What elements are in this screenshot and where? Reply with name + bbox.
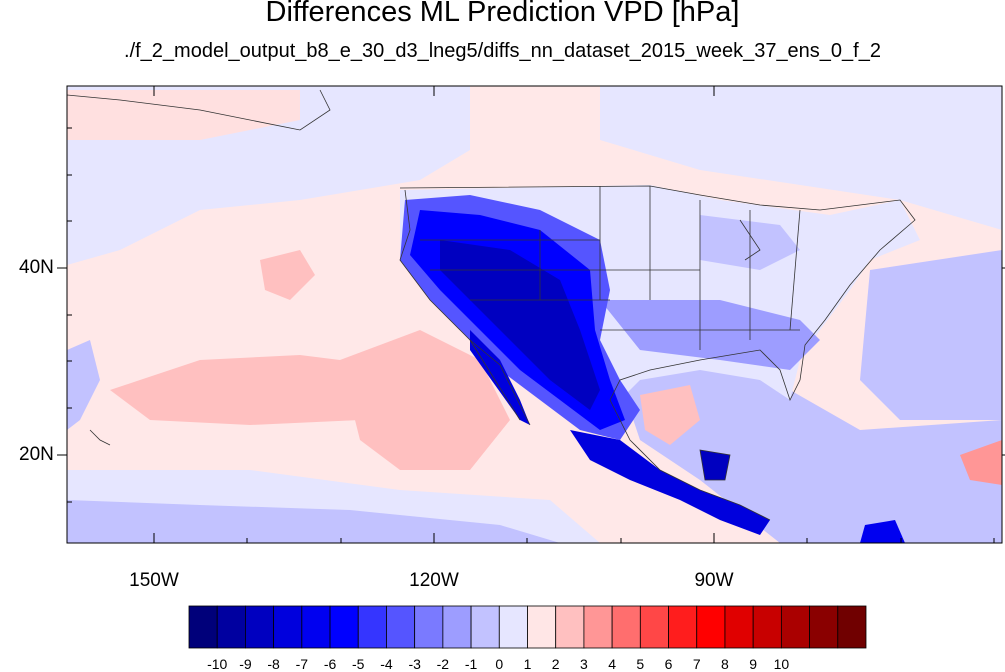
colorbar-swatch	[216, 605, 246, 649]
lat-label-20n: 20N	[19, 444, 54, 465]
colorbar-swatch	[639, 605, 669, 649]
pacific-pink-1	[110, 355, 420, 425]
gulf-pink	[640, 385, 700, 445]
colorbar-tick-label: 10	[774, 656, 790, 672]
colorbar-swatch	[301, 605, 331, 649]
north-atlantic-blue	[600, 86, 1002, 230]
pacific-pink-2	[340, 330, 510, 470]
colorbar-tick-label: 2	[552, 656, 560, 672]
yucatan-blue	[700, 450, 730, 480]
colorbar-swatch	[555, 605, 585, 649]
colorbar-swatch	[442, 605, 472, 649]
colorbar-swatch	[752, 605, 782, 649]
baja-blue	[470, 330, 530, 425]
west-edge-blue	[67, 340, 100, 430]
colorbar-swatch	[414, 605, 444, 649]
tropical-pacific-blue-2	[67, 500, 560, 543]
colorbar-tick-label: 3	[580, 656, 588, 672]
colorbar-swatch	[696, 605, 726, 649]
colorbar-tick-label: -7	[296, 656, 309, 672]
colorbar-tick-label: -2	[437, 656, 450, 672]
colorbar-tick-label: 6	[665, 656, 673, 672]
colorbar-swatch	[583, 605, 613, 649]
colorbar-swatch	[470, 605, 500, 649]
colorbar-tick-label: -1	[465, 656, 478, 672]
colorbar-swatch	[498, 605, 528, 649]
south-america-blue	[860, 520, 905, 543]
colorbar-swatch	[611, 605, 641, 649]
colorbar-swatch	[386, 605, 416, 649]
colorbar-tick-label: 0	[495, 656, 503, 672]
colorbar-swatch	[724, 605, 754, 649]
lon-label-120w: 120W	[409, 570, 459, 591]
colorbar: -10 -9 -8 -7 -6 -5 -4 -3 -2 -1 0 1 2 3 4 5 6 7 8 9 10	[188, 605, 867, 672]
colorbar-tick-label: 9	[749, 656, 757, 672]
colorbar-tick-label: -5	[352, 656, 365, 672]
axis-ticks	[57, 86, 1005, 543]
colorbar-tick-label: 1	[524, 656, 532, 672]
map-title: Differences ML Prediction VPD [hPa]	[265, 0, 740, 28]
colorbar-tick-label: -10	[207, 656, 227, 672]
colorbar-tick-label: 8	[721, 656, 729, 672]
caribbean-blue	[620, 360, 1002, 543]
colorbar-swatch	[329, 605, 359, 649]
colorbar-tick-label: -6	[324, 656, 337, 672]
colorbar-swatch	[527, 605, 557, 649]
pacific-pink-3	[260, 250, 315, 300]
colorbar-swatch	[245, 605, 275, 649]
colorbar-swatch	[668, 605, 698, 649]
colorbar-swatch	[809, 605, 839, 649]
atlantic-blue	[860, 250, 1002, 420]
lon-label-150w: 150W	[129, 570, 179, 591]
colorbar-tick-label: -9	[239, 656, 252, 672]
lat-label-40n: 40N	[19, 257, 54, 278]
map-field	[67, 86, 1002, 543]
west-blue-deep	[440, 240, 600, 410]
map-subtitle: ./f_2_model_output_b8_e_30_d3_lneg5/diff…	[124, 40, 881, 62]
colorbar-tick-label: 7	[693, 656, 701, 672]
central-america-blue	[570, 430, 770, 535]
colorbar-tick-label: -8	[267, 656, 280, 672]
colorbar-tick-label: 5	[636, 656, 644, 672]
colorbar-swatch	[188, 605, 218, 649]
colorbar-swatch	[273, 605, 303, 649]
colorbar-swatch	[357, 605, 387, 649]
lon-label-90w: 90W	[694, 570, 734, 591]
east-edge-red	[960, 440, 1002, 485]
boundaries	[67, 89, 916, 521]
colorbar-tick-label: 4	[608, 656, 616, 672]
colorbar-swatch	[780, 605, 810, 649]
colorbar-swatch	[837, 605, 867, 649]
gulf-alaska-pink	[67, 90, 300, 140]
colorbar-tick-label: -4	[380, 656, 393, 672]
colorbar-tick-label: -3	[408, 656, 421, 672]
southeast-blue	[600, 300, 820, 370]
